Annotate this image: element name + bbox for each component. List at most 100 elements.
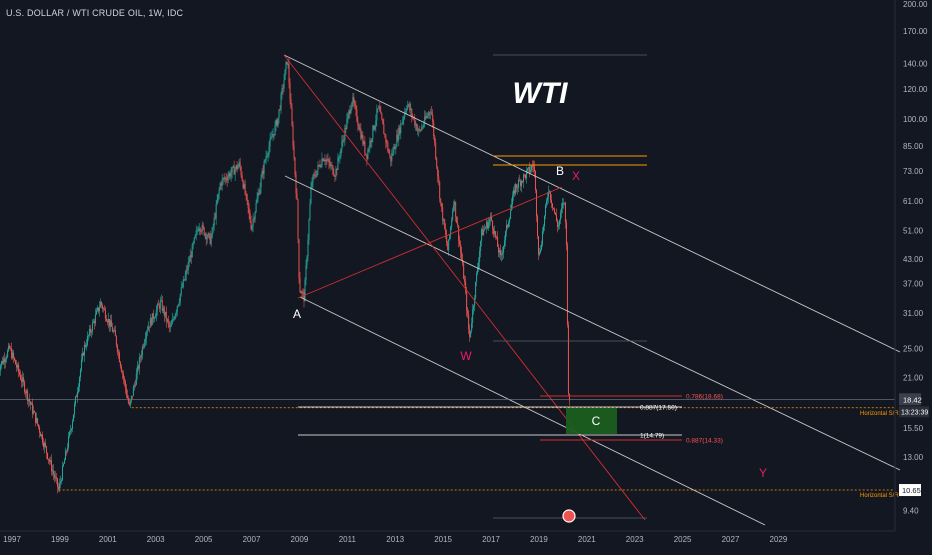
candle-body: [146, 332, 147, 339]
candle-body: [76, 396, 77, 397]
candle-body: [60, 481, 61, 483]
candle-body: [476, 273, 477, 282]
candle-body: [314, 174, 315, 176]
candle-body: [363, 142, 364, 145]
candle-body: [467, 311, 468, 315]
candle-body: [340, 149, 341, 156]
candle-body: [12, 353, 13, 358]
candle-body: [486, 222, 487, 227]
candle-body: [374, 126, 375, 130]
candle-body: [116, 336, 117, 345]
candle-body: [495, 231, 496, 237]
candle-body: [233, 166, 234, 167]
candle-body: [188, 262, 189, 270]
candle-body: [375, 120, 376, 125]
candle-body: [284, 80, 285, 88]
candle-body: [75, 396, 76, 404]
candle-body: [10, 348, 11, 349]
candle-body: [205, 234, 206, 235]
candle-body: [6, 357, 7, 359]
candle-body: [148, 327, 149, 330]
candle-body: [235, 169, 236, 175]
candle-body: [452, 211, 453, 220]
candle-body: [343, 140, 344, 141]
candle-body: [230, 173, 231, 177]
last-price-label: 18.42: [903, 395, 922, 404]
candle-body: [219, 189, 220, 193]
candle-body: [290, 83, 291, 99]
candle-body: [92, 323, 93, 332]
candle-body: [325, 160, 326, 162]
candle-body: [342, 140, 343, 142]
fib-level-label: 1(14.79): [640, 433, 664, 440]
candle-body: [141, 355, 142, 357]
candle-body: [142, 347, 143, 356]
candle-body: [321, 159, 322, 166]
candle-body: [228, 176, 229, 180]
candle-body: [74, 404, 75, 414]
candle-body: [111, 320, 112, 326]
candle-body: [432, 114, 433, 122]
x-tick-label: 2029: [770, 535, 788, 544]
candle-body: [207, 237, 208, 239]
candle-body: [49, 460, 50, 462]
candle-body: [444, 219, 445, 228]
candle-body: [535, 171, 536, 190]
candle-body: [14, 358, 15, 360]
candle-body: [504, 240, 505, 246]
candle-body: [163, 308, 164, 311]
candle-body: [253, 219, 254, 226]
candle-body: [13, 353, 14, 358]
candle-body: [72, 421, 73, 428]
candle-body: [488, 222, 489, 228]
candle-body: [527, 169, 528, 171]
candle-body: [226, 178, 227, 180]
candle-body: [370, 141, 371, 142]
candle-body: [461, 252, 462, 260]
candle-body: [151, 318, 152, 325]
candle-body: [339, 156, 340, 158]
candle-body: [481, 229, 482, 241]
candle-body: [197, 231, 198, 232]
candle-body: [532, 166, 533, 167]
candle-body: [86, 345, 87, 347]
candle-body: [138, 366, 139, 369]
y-tick-label: 15.50: [903, 424, 924, 433]
candle-body: [104, 308, 105, 309]
candle-body: [531, 166, 532, 170]
candle-body: [477, 268, 478, 273]
candle-body: [324, 160, 325, 161]
candle-body: [417, 130, 418, 131]
candle-body: [154, 318, 155, 319]
candle-body: [140, 357, 141, 358]
candle-body: [391, 154, 392, 162]
candle-body: [469, 329, 470, 337]
candle-body: [124, 378, 125, 381]
candle-body: [322, 159, 323, 161]
candle-body: [168, 319, 169, 322]
candle-body: [98, 308, 99, 312]
candle-body: [95, 314, 96, 323]
fib-level-label: 0.786(18.68): [686, 394, 723, 401]
candle-body: [147, 330, 148, 332]
candle-body: [255, 212, 256, 219]
candle-body: [21, 380, 22, 382]
candle-body: [29, 399, 30, 402]
candle-body: [423, 124, 424, 126]
candle-body: [479, 251, 480, 262]
candle-body: [58, 487, 59, 489]
candle-body: [165, 312, 166, 316]
candle-body: [438, 176, 439, 181]
candle-body: [338, 158, 339, 159]
candle-body: [281, 94, 282, 110]
red-ab-line: [298, 187, 562, 298]
candle-body: [261, 177, 262, 187]
candle-body: [334, 176, 335, 177]
candle-body: [15, 360, 16, 365]
x-tick-label: 2027: [722, 535, 740, 544]
candle-body: [514, 190, 515, 194]
candle-body: [189, 262, 190, 263]
candle-body: [200, 228, 201, 231]
